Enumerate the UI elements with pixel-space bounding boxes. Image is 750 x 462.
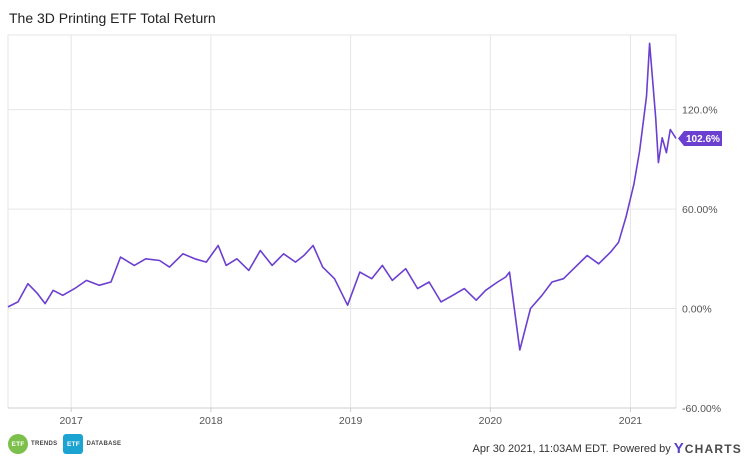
label-layer: 102.6%	[678, 130, 722, 146]
end-value-badge	[678, 130, 722, 146]
etf-trends-logo-icon[interactable]: ETF	[8, 434, 28, 454]
series-line	[7, 42, 677, 351]
x-tick-label: 2018	[199, 415, 223, 427]
ycharts-logo-word: CHARTS	[684, 441, 742, 456]
y-tick-label: 60.00%	[682, 204, 718, 216]
plot-frame	[7, 34, 677, 409]
grid-lines	[7, 34, 677, 409]
y-tick-label: 0.00%	[682, 304, 712, 316]
x-tick-label: 2019	[339, 415, 363, 427]
y-tick-label: -60.00%	[682, 403, 721, 415]
etf-trends-logo-word: TRENDS	[31, 441, 58, 447]
ycharts-logo[interactable]: Y CHARTS	[674, 440, 742, 457]
etf-database-logo-icon[interactable]: ETF	[63, 434, 84, 454]
x-tick-label: 2020	[479, 415, 503, 427]
chart-title: The 3D Printing ETF Total Return	[9, 10, 216, 26]
y-tick-label: 120.0%	[682, 105, 718, 117]
chart-area: -60.00% 0.00% 60.00% 120.0% 2017 2018 2019 2020…	[7, 34, 722, 427]
series-layer	[7, 42, 677, 351]
end-value-label: 102.6%	[686, 134, 720, 145]
axes: -60.00% 0.00% 60.00% 120.0% 2017 2018 2019 2020…	[8, 105, 721, 427]
etf-database-logo-word: DATABASE	[86, 441, 122, 447]
powered-by-text: Powered by	[612, 442, 671, 455]
partner-logos: ETF TRENDS ETF DATABASE	[8, 434, 127, 454]
attribution: Apr 30 2021, 11:03AM EDT. Powered by Y C…	[473, 440, 742, 457]
timestamp: Apr 30 2021, 11:03AM EDT.	[472, 442, 609, 455]
ycharts-logo-mark: Y	[673, 440, 684, 457]
footer: ETF TRENDS ETF DATABASE Apr 30 2021, 11:…	[0, 430, 750, 462]
x-tick-label: 2021	[619, 415, 643, 427]
x-tick-label: 2017	[59, 415, 83, 427]
